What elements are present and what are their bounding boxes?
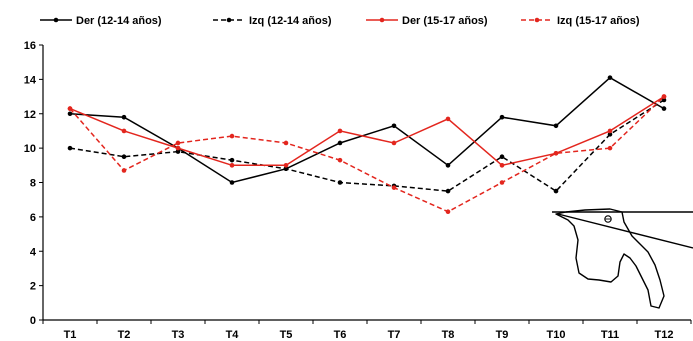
series-line (69, 76, 665, 184)
data-point (445, 188, 451, 194)
data-point (175, 140, 181, 146)
x-tick-label: T12 (655, 329, 674, 341)
x-tick-label: T10 (547, 329, 566, 341)
y-tick-label: 2 (30, 281, 36, 293)
legend-swatch-marker (379, 17, 385, 23)
y-tick-label: 0 (30, 315, 36, 327)
x-tick-label: T3 (172, 329, 185, 341)
x-tick-label: T8 (442, 329, 455, 341)
data-point (661, 97, 667, 103)
data-point (499, 154, 505, 160)
data-point (283, 140, 289, 146)
y-tick-label: 14 (24, 74, 37, 86)
legend-label: Der (15-17 años) (402, 15, 488, 27)
series-3 (67, 94, 667, 168)
legend-swatch-marker (534, 17, 540, 23)
data-point (499, 163, 505, 168)
legend-swatch-marker (53, 17, 59, 23)
series-line (69, 96, 665, 213)
data-point (121, 128, 127, 134)
data-point (445, 163, 451, 168)
data-point (553, 123, 559, 129)
data-point (661, 106, 667, 111)
series-group (67, 75, 667, 215)
data-point (337, 140, 343, 146)
x-tick-label: T4 (226, 329, 240, 341)
data-point (337, 128, 343, 134)
data-point (607, 132, 613, 137)
series-1 (67, 75, 667, 185)
legend-item-1: Der (12-14 años) (40, 15, 162, 27)
data-point (553, 150, 559, 156)
data-point (391, 140, 397, 146)
data-point (175, 149, 181, 154)
y-tick-label: 12 (24, 109, 36, 121)
data-point (391, 185, 397, 190)
x-tick-label: T7 (388, 329, 401, 341)
hand-outline-diagram (552, 208, 693, 309)
x-tick-label: T6 (334, 329, 347, 341)
x-tick-label: T5 (280, 329, 293, 341)
data-point (67, 106, 73, 111)
series-line (69, 99, 665, 193)
y-tick-label: 10 (24, 143, 36, 155)
y-tick-label: 8 (30, 178, 36, 190)
x-tick-label: T11 (601, 329, 619, 341)
data-point (283, 163, 289, 168)
legend-label: Der (12-14 años) (76, 15, 162, 27)
legend-label: Izq (12-14 años) (249, 15, 332, 27)
data-point (283, 166, 289, 172)
y-tick-label: 16 (24, 40, 36, 52)
data-point (445, 209, 451, 215)
x-tick-label: T2 (118, 329, 131, 341)
data-point (67, 145, 73, 151)
data-point (607, 145, 613, 151)
legend-label: Izq (15-17 años) (557, 15, 640, 27)
data-point (67, 111, 73, 117)
hand-outline-path (555, 208, 665, 309)
data-point (499, 180, 505, 185)
data-point (175, 145, 181, 151)
axes: 0 2 4 6 8 10 12 14 16 T1 T2 T3 T4 T5 T6 T7 T8 T9 T10 T11 T12 (24, 40, 692, 341)
data-point (607, 75, 613, 80)
data-point (661, 94, 667, 99)
data-point (229, 163, 235, 168)
data-point (391, 123, 397, 129)
series-line (69, 95, 665, 167)
data-point (121, 154, 127, 160)
data-point (121, 168, 127, 173)
legend-item-2: Izq (12-14 años) (213, 15, 332, 27)
data-point (607, 128, 613, 134)
data-point (121, 114, 127, 120)
y-tick-label: 4 (30, 246, 37, 258)
legend-swatch-marker (226, 17, 232, 23)
series-2 (67, 97, 667, 194)
y-tick-label: 6 (30, 212, 36, 224)
data-point (499, 114, 505, 120)
data-point (445, 116, 451, 122)
x-tick-label: T1 (64, 329, 77, 341)
data-point (229, 133, 235, 139)
legend-item-3: Der (15-17 años) (366, 15, 488, 27)
data-point (337, 157, 343, 163)
legend-item-4: Izq (15-17 años) (521, 15, 640, 27)
data-point (229, 180, 235, 185)
x-tick-label: T9 (496, 329, 509, 341)
series-4 (67, 94, 667, 215)
legend: Der (12-14 años) Izq (12-14 años) Der (15-… (40, 15, 640, 27)
data-point (553, 188, 559, 194)
hand-reference-line-diagonal (557, 213, 693, 249)
data-point (229, 157, 235, 163)
data-point (337, 180, 343, 185)
